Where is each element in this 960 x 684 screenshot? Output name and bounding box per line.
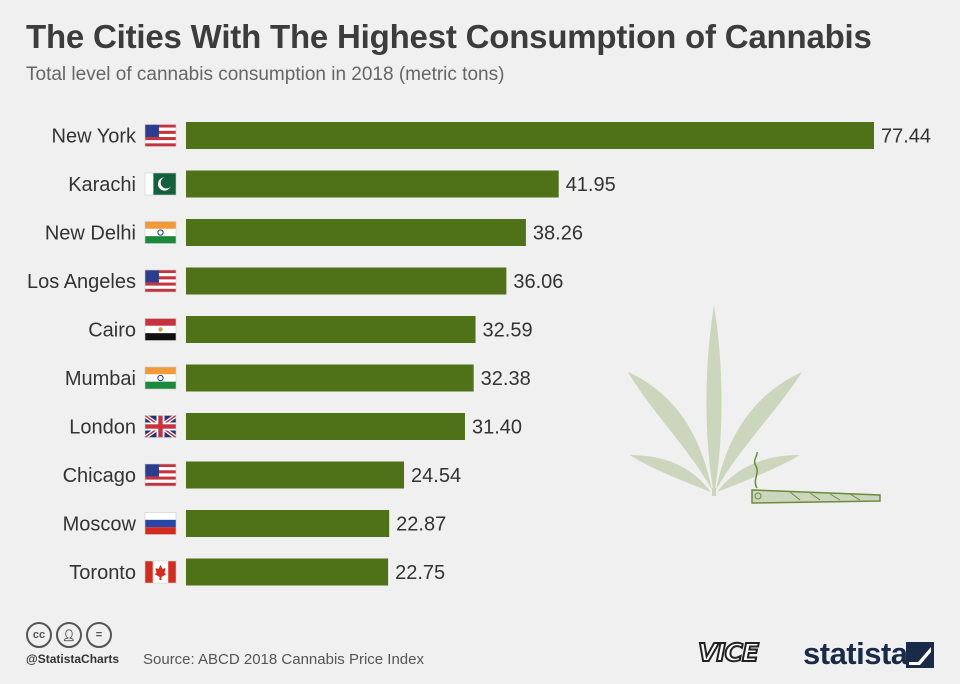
flag-icon-in: [144, 366, 177, 390]
chart-subtitle: Total level of cannabis consumption in 2…: [26, 64, 505, 85]
category-label: Toronto: [69, 562, 136, 584]
flag-icon-eg: [144, 318, 177, 341]
category-label: Mumbai: [65, 368, 136, 390]
chart-title: The Cities With The Highest Consumption …: [26, 18, 872, 55]
category-label: Karachi: [68, 174, 136, 196]
cannabis-leaf-icon: [628, 305, 802, 496]
bar-row: New York 77.44: [52, 122, 931, 149]
category-label: Los Angeles: [27, 271, 136, 293]
bar[interactable]: [186, 219, 526, 246]
statista-logo[interactable]: statista: [803, 636, 908, 671]
joint-icon: [751, 451, 881, 504]
category-label: Chicago: [63, 465, 136, 487]
attribution-icon[interactable]: 👤︎: [56, 622, 82, 648]
bar-row: Chicago 24.54: [63, 461, 461, 489]
category-label: Moscow: [63, 514, 137, 536]
category-label: London: [69, 417, 136, 439]
value-label: 32.59: [483, 320, 533, 342]
flag-icon-ca: [144, 560, 177, 584]
value-label: 36.06: [513, 271, 563, 293]
bar-row: Karachi 41.95: [68, 170, 616, 198]
license-icons: cc 👤︎ =: [26, 622, 112, 648]
source-note: Source: ABCD 2018 Cannabis Price Index: [143, 651, 424, 668]
flag-icon-pk: [144, 172, 177, 196]
bar-row: Cairo 32.59: [88, 316, 533, 343]
flag-icon-us: [144, 269, 177, 293]
value-label: 77.44: [881, 126, 931, 148]
flag-icon-us: [144, 463, 177, 487]
bar[interactable]: [186, 267, 507, 295]
value-label: 22.75: [395, 562, 445, 584]
bar[interactable]: [186, 461, 405, 489]
bar[interactable]: [186, 170, 559, 198]
value-label: 41.95: [566, 174, 616, 196]
vice-logo[interactable]: VICE: [697, 637, 760, 668]
bar-row: Los Angeles 36.06: [27, 267, 563, 295]
category-label: New York: [52, 126, 137, 148]
flag-icon-gb: [143, 413, 178, 440]
flag-icon-us: [144, 124, 177, 147]
bar[interactable]: [186, 316, 476, 343]
value-label: 24.54: [411, 465, 461, 487]
value-label: 31.40: [472, 417, 522, 439]
flag-icon-in: [144, 221, 177, 244]
bar-row: New Delhi 38.26: [45, 219, 583, 246]
bar-row: Toronto 22.75: [69, 558, 445, 586]
bar[interactable]: [186, 510, 390, 537]
statista-handle[interactable]: @StatistaCharts: [26, 652, 120, 666]
bar-row: Moscow 22.87: [63, 510, 446, 537]
value-label: 22.87: [396, 514, 446, 536]
category-label: Cairo: [88, 320, 136, 342]
bar-row: London 31.40: [69, 413, 522, 440]
value-label: 38.26: [533, 223, 583, 245]
flag-icon-ru: [144, 512, 177, 535]
bar[interactable]: [186, 413, 465, 440]
cc-icon[interactable]: cc: [26, 622, 52, 648]
statista-logo-icon: [906, 642, 934, 668]
category-label: New Delhi: [45, 223, 136, 245]
bar[interactable]: [186, 364, 474, 392]
bar-row: Mumbai 32.38: [65, 364, 531, 392]
bar[interactable]: [186, 122, 874, 149]
value-label: 32.38: [481, 368, 531, 390]
no-derivatives-icon[interactable]: =: [86, 622, 112, 648]
bar[interactable]: [186, 558, 389, 586]
